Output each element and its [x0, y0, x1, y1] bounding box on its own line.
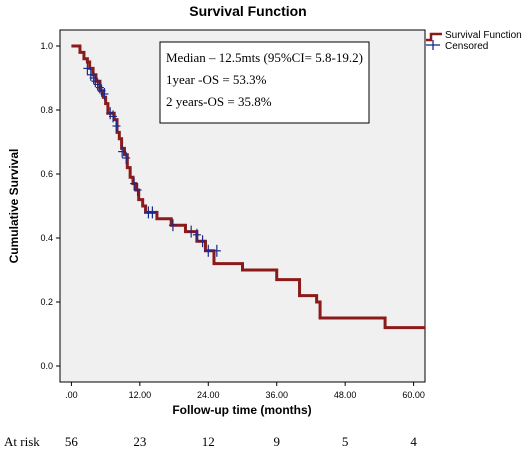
- censor-mark: [212, 244, 221, 257]
- at-risk-value: 56: [65, 434, 79, 449]
- at-risk-label: At risk: [4, 434, 40, 449]
- annotation-box: Median – 12.5mts (95%CI= 5.8-19.2) 1year…: [159, 41, 370, 124]
- legend-censored-label: Censored: [445, 41, 488, 52]
- censor-mark: [187, 225, 196, 238]
- y-tick-label: 0.6: [40, 169, 53, 179]
- censor-mark: [168, 219, 177, 232]
- y-tick-label: 0.2: [40, 297, 53, 307]
- censor-mark: [148, 206, 157, 219]
- y-tick-label: 0.4: [40, 233, 53, 243]
- censor-mark: [192, 228, 201, 241]
- legend-survival-swatch: [426, 32, 442, 42]
- censor-mark: [198, 235, 207, 248]
- y-tick-label: 0.8: [40, 105, 53, 115]
- y-axis: 0.0 0.2 0.4 0.6 0.8 1.0: [40, 41, 60, 371]
- censor-mark: [100, 88, 109, 100]
- at-risk-row: 56 23 12 9 5 4: [65, 434, 417, 449]
- at-risk-value: 4: [410, 434, 417, 449]
- legend-survival-label: Survival Function: [445, 30, 522, 41]
- x-tick-label: 48.00: [334, 390, 357, 400]
- legend: Survival Function Censored: [426, 30, 522, 52]
- x-tick-label: .00: [65, 390, 78, 400]
- y-axis-label: Cumulative Survival: [7, 149, 21, 264]
- at-risk-value: 23: [133, 434, 146, 449]
- at-risk-value: 9: [273, 434, 280, 449]
- censor-mark: [112, 120, 121, 132]
- censor-mark: [130, 177, 139, 190]
- y-tick-label: 0.0: [40, 361, 53, 371]
- x-axis: .00 12.00 24.00 36.00 48.00 60.00: [65, 382, 425, 400]
- legend-censored-swatch: [426, 40, 440, 50]
- censor-mark: [89, 72, 98, 84]
- censor-mark: [95, 81, 104, 94]
- x-tick-label: 60.00: [402, 390, 425, 400]
- censor-mark: [83, 62, 92, 75]
- censor-mark: [204, 244, 213, 257]
- x-tick-label: 12.00: [129, 390, 152, 400]
- censor-mark: [122, 152, 131, 164]
- annotation-median: Median – 12.5mts (95%CI= 5.8-19.2): [166, 50, 363, 65]
- at-risk-value: 5: [342, 434, 349, 449]
- x-axis-label: Follow-up time (months): [172, 403, 311, 417]
- at-risk-value: 12: [202, 434, 215, 449]
- chart-title: Survival Function: [189, 3, 306, 19]
- y-tick-label: 1.0: [40, 41, 53, 51]
- censor-mark: [109, 110, 118, 123]
- annotation-2year-os: 2 years-OS = 35.8%: [166, 94, 272, 109]
- censor-mark: [118, 145, 127, 158]
- censor-mark: [133, 184, 142, 196]
- censored-marks: [83, 62, 221, 257]
- annotation-1year-os: 1year -OS = 53.3%: [166, 72, 267, 87]
- x-tick-label: 24.00: [197, 390, 220, 400]
- x-tick-label: 36.00: [265, 390, 288, 400]
